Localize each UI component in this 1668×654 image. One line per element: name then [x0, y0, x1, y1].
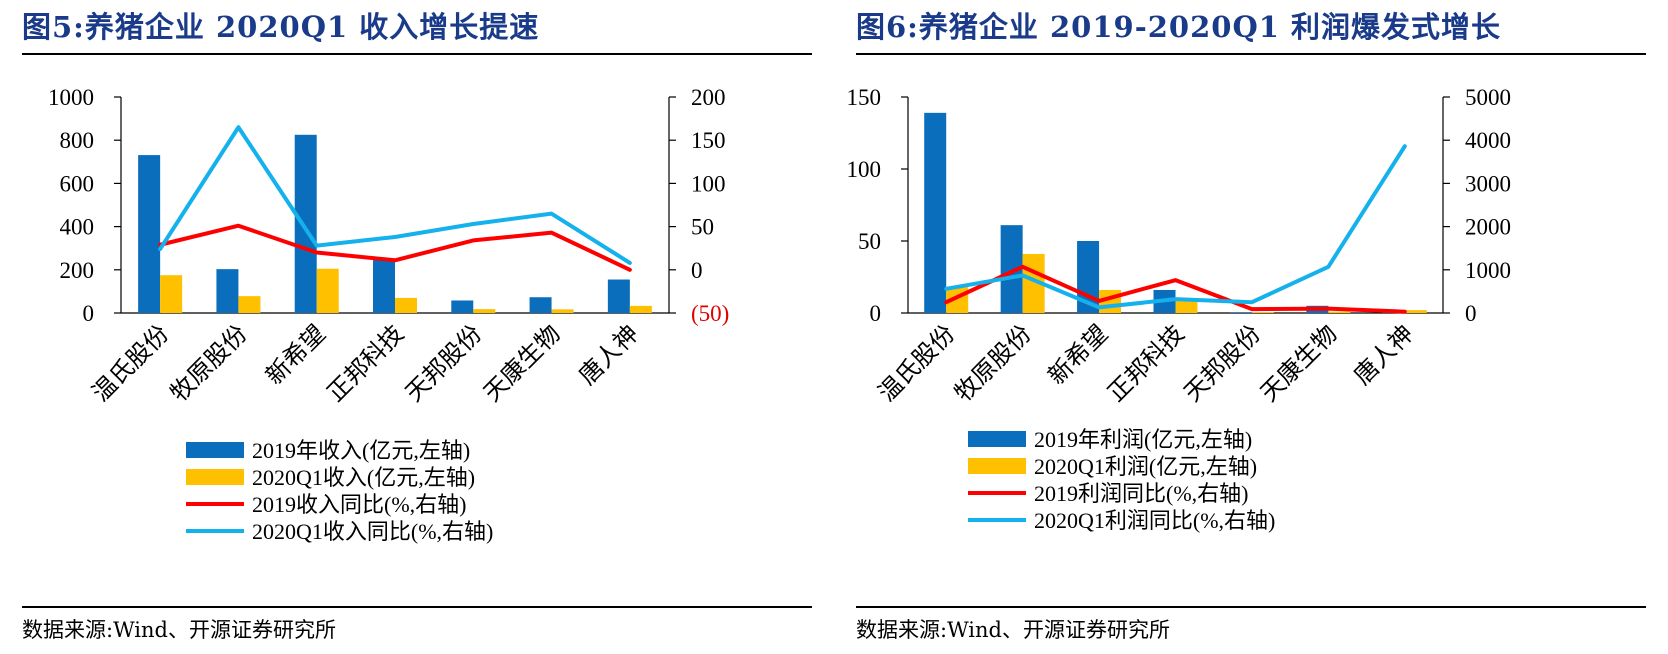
right-tick-label: 1000 — [1465, 258, 1511, 283]
category-label: 天邦股份 — [1179, 320, 1266, 407]
category-label: 天邦股份 — [401, 320, 488, 407]
figure-5-panel: 图5:养猪企业 2020Q1 收入增长提速 0 200 400 600 800 1000(… — [22, 10, 812, 642]
right-tick-label: 50 — [691, 215, 714, 240]
category-label: 正邦科技 — [1103, 320, 1190, 407]
bar-second-series — [1251, 312, 1274, 313]
legend-swatch-bar — [186, 469, 244, 485]
figure-6-bottom-rule — [856, 606, 1646, 608]
right-tick-label: 0 — [1465, 301, 1477, 326]
legend-label: 2020Q1利润同比(%,右轴) — [1034, 508, 1275, 533]
left-tick-label: 100 — [847, 157, 882, 182]
bar-first-series — [373, 260, 395, 313]
left-tick-label: 600 — [60, 171, 95, 196]
bar-first-series — [924, 112, 947, 313]
left-tick-label: 1000 — [48, 85, 94, 110]
bar-second-series — [473, 309, 496, 313]
right-tick-label: 0 — [691, 258, 703, 283]
bar-second-series — [238, 296, 261, 313]
bar-first-series — [1229, 312, 1252, 313]
legend-swatch-bar — [968, 431, 1026, 447]
right-tick-label: 4000 — [1465, 128, 1511, 153]
category-label: 牧原股份 — [950, 320, 1037, 407]
left-tick-label: 150 — [847, 85, 882, 110]
legend-label: 2019年收入(亿元,左轴) — [252, 438, 470, 463]
category-label: 天康生物 — [479, 320, 566, 407]
right-tick-label: 3000 — [1465, 171, 1511, 196]
figure-5-top-rule — [22, 53, 812, 55]
legend-label: 2020Q1利润(亿元,左轴) — [1034, 454, 1257, 479]
left-tick-label: 0 — [870, 301, 882, 326]
category-label: 唐人神 — [574, 320, 644, 390]
category-label: 天康生物 — [1256, 320, 1343, 407]
category-label: 正邦科技 — [322, 320, 409, 407]
legend-swatch-bar — [186, 442, 244, 458]
bar-second-series — [1175, 300, 1198, 313]
bar-second-series — [629, 305, 652, 313]
category-label: 牧原股份 — [166, 320, 253, 407]
left-tick-label: 0 — [83, 301, 95, 326]
bar-first-series — [216, 269, 239, 313]
bar-second-series — [316, 268, 339, 313]
legend-swatch-bar — [968, 458, 1026, 474]
left-tick-label: 400 — [60, 215, 95, 240]
bar-first-series — [607, 279, 630, 313]
bar-second-series — [1404, 310, 1427, 313]
bar-first-series — [294, 134, 317, 313]
legend-label: 2020Q1收入(亿元,左轴) — [252, 465, 475, 490]
bar-second-series — [551, 309, 574, 313]
left-tick-label: 800 — [60, 128, 95, 153]
category-label: 温氏股份 — [87, 320, 174, 407]
right-tick-label: 100 — [691, 171, 726, 196]
category-label: 温氏股份 — [873, 320, 960, 407]
legend-label: 2019利润同比(%,右轴) — [1034, 481, 1248, 506]
figure-6-title: 图6:养猪企业 2019-2020Q1 利润爆发式增长 — [856, 10, 1501, 44]
bar-second-series — [1328, 311, 1351, 313]
right-tick-label: 150 — [691, 128, 726, 153]
right-tick-label: 200 — [691, 85, 726, 110]
bar-first-series — [451, 300, 474, 313]
right-tick-label: (50) — [691, 301, 729, 326]
left-tick-label: 50 — [858, 229, 881, 254]
category-label: 新希望 — [261, 320, 331, 390]
line-series-2 — [158, 125, 632, 265]
right-tick-label: 5000 — [1465, 85, 1511, 110]
category-label: 唐人神 — [1349, 320, 1419, 390]
line-series-1 — [944, 264, 1407, 314]
legend-label: 2020Q1收入同比(%,右轴) — [252, 519, 493, 544]
category-label: 新希望 — [1043, 320, 1113, 390]
bar-second-series — [395, 297, 417, 313]
figure-6-top-rule — [856, 53, 1646, 55]
figure-6-source: 数据来源:Wind、开源证券研究所 — [856, 618, 1170, 642]
bar-first-series — [1000, 225, 1023, 313]
right-tick-label: 2000 — [1465, 215, 1511, 240]
left-tick-label: 200 — [60, 258, 95, 283]
figure-5-source: 数据来源:Wind、开源证券研究所 — [22, 618, 336, 642]
line-series-2 — [944, 144, 1407, 310]
figure-5-bottom-rule — [22, 606, 812, 608]
figure-5-chart: 0 200 400 600 800 1000 (50) 0 50 100 150 200 温氏股份牧原股… — [48, 85, 729, 544]
bar-second-series — [160, 275, 183, 313]
bar-first-series — [138, 155, 161, 313]
line-series-1 — [158, 223, 632, 272]
bar-first-series — [529, 297, 552, 313]
legend-label: 2019收入同比(%,右轴) — [252, 492, 466, 517]
legend-label: 2019年利润(亿元,左轴) — [1034, 427, 1252, 452]
figure-6-panel: 图6:养猪企业 2019-2020Q1 利润爆发式增长 0 50 100 150 0 10… — [834, 0, 1668, 654]
figure-5-title: 图5:养猪企业 2020Q1 收入增长提速 — [22, 10, 540, 44]
